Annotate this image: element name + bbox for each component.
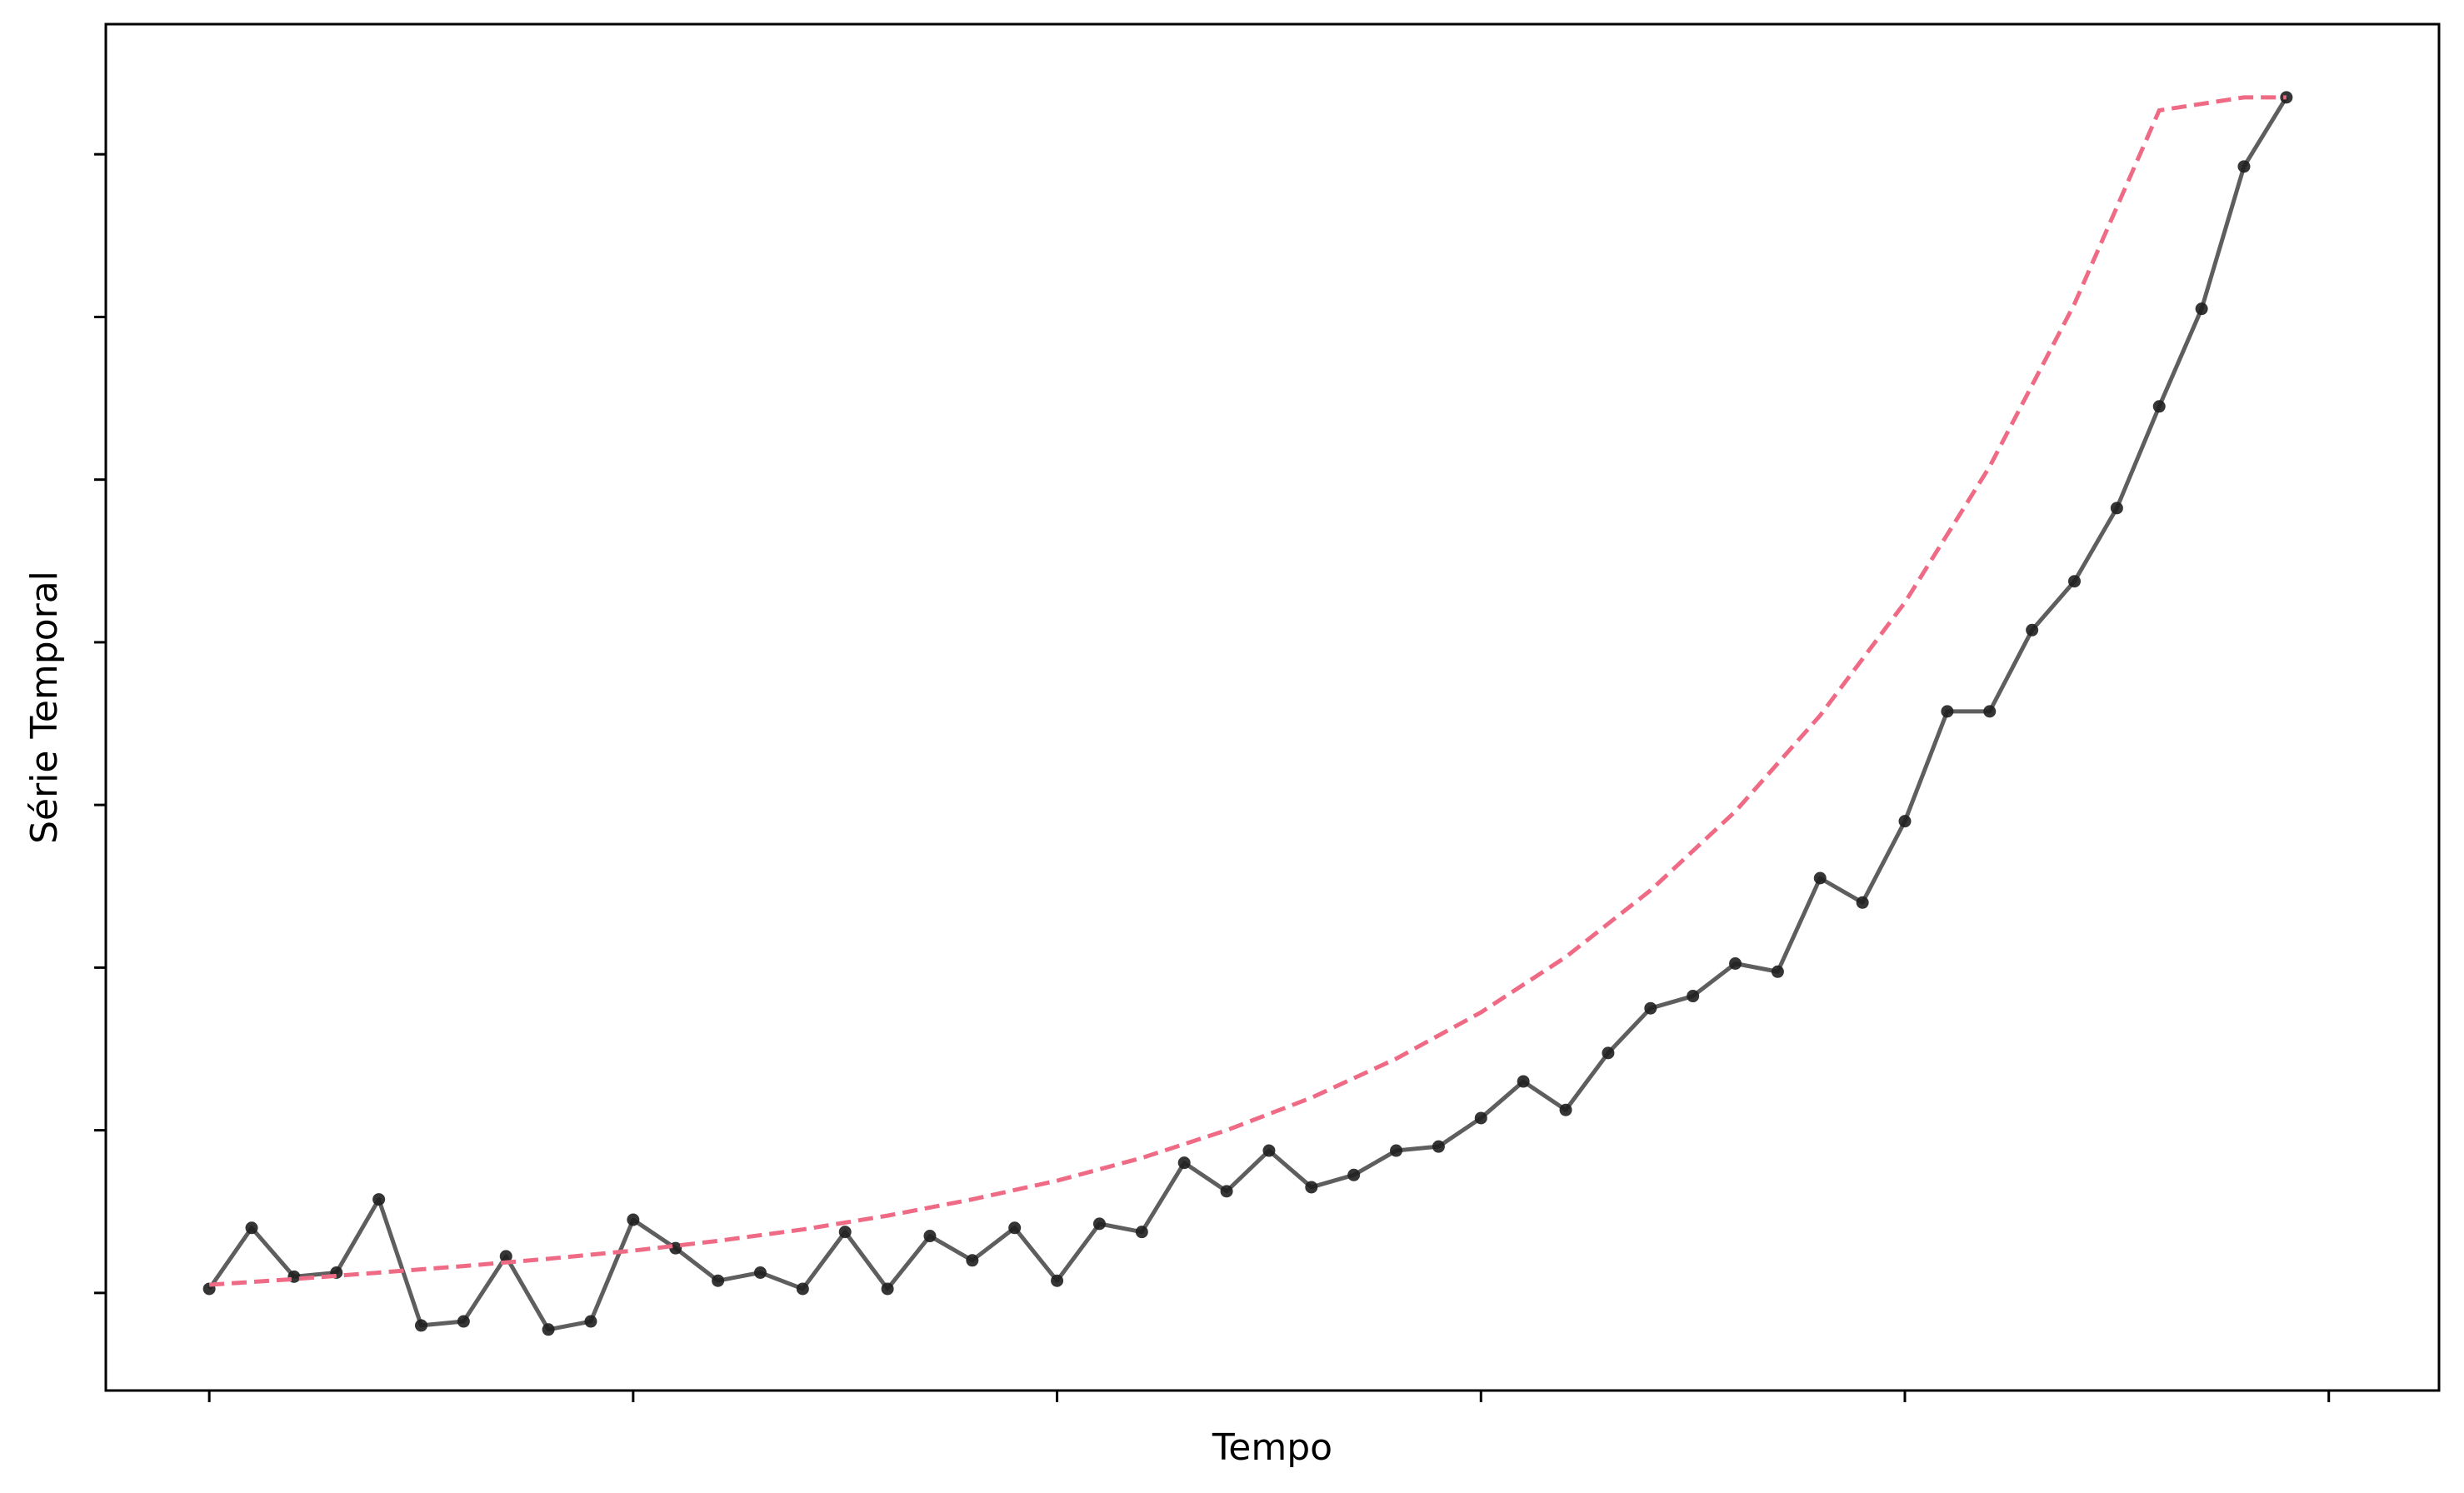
data-point <box>2237 160 2251 173</box>
data-point <box>2068 575 2081 588</box>
data-point <box>1602 1046 1615 1060</box>
data-point <box>584 1315 597 1328</box>
data-point <box>1687 990 1700 1003</box>
x-axis-label: Tempo <box>1212 1426 1332 1469</box>
data-point <box>542 1323 555 1336</box>
plot-frame <box>104 22 2441 1392</box>
data-point <box>1220 1185 1233 1198</box>
data-point <box>1517 1075 1530 1088</box>
data-point <box>457 1315 470 1328</box>
data-point <box>1390 1144 1403 1157</box>
data-point <box>1559 1103 1572 1116</box>
data-point <box>1262 1144 1276 1157</box>
data-point <box>1856 896 1869 909</box>
data-point <box>2026 623 2039 637</box>
data-point <box>1305 1181 1318 1194</box>
data-point <box>627 1213 640 1226</box>
data-point <box>753 1266 767 1279</box>
y-axis-label: Série Temporal <box>23 571 66 844</box>
data-point <box>1092 1217 1106 1231</box>
data-point <box>1474 1111 1487 1125</box>
data-point <box>923 1230 937 1243</box>
data-point <box>1729 957 1742 970</box>
series-line <box>207 96 2288 1332</box>
data-point <box>1644 1001 1657 1015</box>
data-point <box>414 1319 427 1332</box>
data-point <box>1898 815 1912 828</box>
data-point <box>1983 705 1997 718</box>
data-point <box>1135 1226 1148 1239</box>
data-point <box>1432 1140 1445 1153</box>
data-point <box>712 1274 725 1287</box>
data-point <box>1771 965 1784 978</box>
data-point <box>2110 502 2123 515</box>
data-point <box>245 1221 258 1235</box>
data-point <box>796 1282 809 1296</box>
data-point <box>1177 1156 1191 1170</box>
data-point <box>881 1282 894 1296</box>
data-point <box>499 1250 512 1263</box>
data-point <box>2195 302 2208 316</box>
data-point <box>1051 1274 1064 1287</box>
data-point <box>372 1193 386 1206</box>
data-point <box>838 1226 852 1239</box>
plot-area <box>202 91 2293 1336</box>
data-point <box>2152 400 2166 413</box>
data-point <box>1941 705 1954 718</box>
data-point <box>1813 871 1827 885</box>
data-point <box>1347 1168 1361 1181</box>
data-point <box>966 1254 979 1267</box>
axis-ticks <box>94 152 2331 1402</box>
data-point <box>1008 1221 1022 1235</box>
